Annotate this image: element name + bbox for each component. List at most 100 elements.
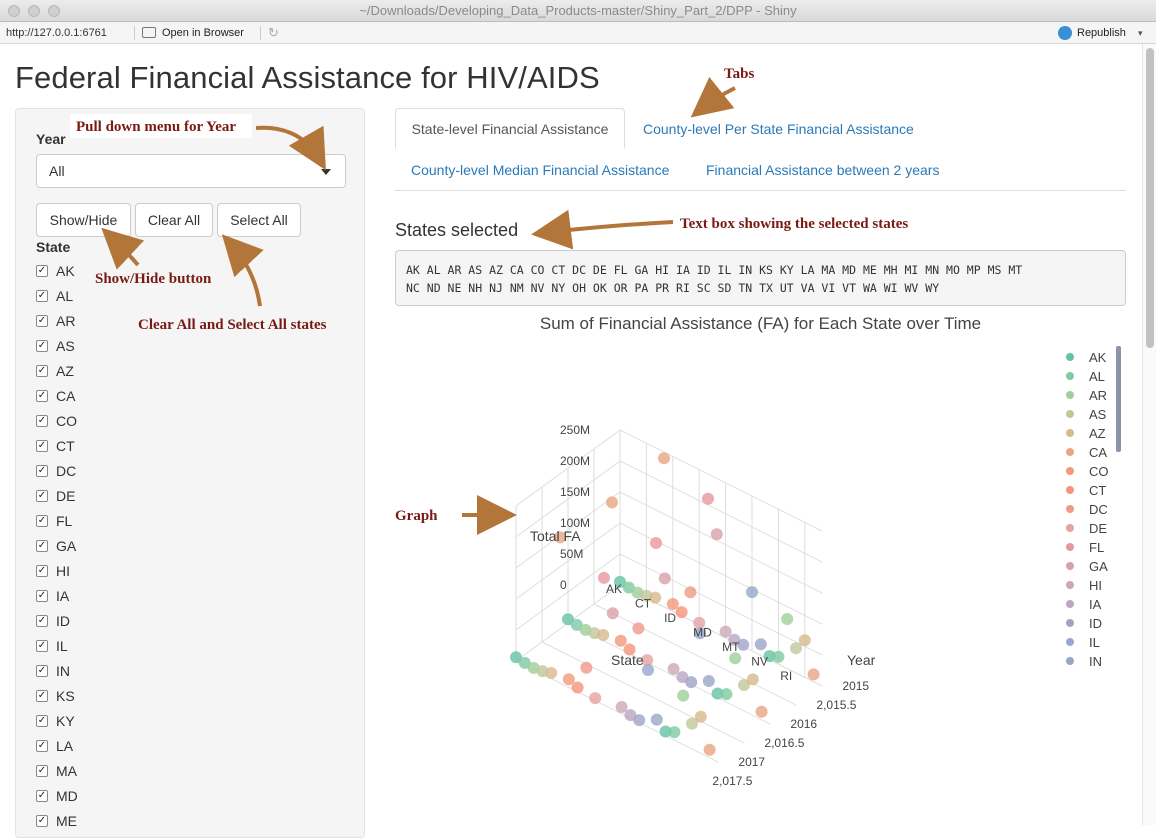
checkbox-checked-icon[interactable]: ✓ bbox=[36, 465, 48, 477]
data-point[interactable] bbox=[684, 586, 697, 599]
data-point[interactable] bbox=[606, 607, 619, 620]
legend-marker[interactable] bbox=[1066, 657, 1074, 665]
data-point[interactable] bbox=[624, 709, 637, 722]
legend-label[interactable]: ID bbox=[1089, 616, 1102, 631]
checkbox-checked-icon[interactable]: ✓ bbox=[36, 565, 48, 577]
legend-marker[interactable] bbox=[1066, 353, 1074, 361]
data-point[interactable] bbox=[807, 668, 820, 681]
data-point[interactable] bbox=[686, 717, 698, 730]
data-point[interactable] bbox=[518, 656, 531, 669]
data-point[interactable] bbox=[737, 638, 750, 651]
checkbox-checked-icon[interactable]: ✓ bbox=[36, 690, 48, 702]
legend-marker[interactable] bbox=[1066, 467, 1074, 475]
legend-label[interactable]: IL bbox=[1089, 635, 1100, 650]
data-point[interactable] bbox=[658, 572, 671, 585]
legend-label[interactable]: AL bbox=[1089, 369, 1105, 384]
data-point[interactable] bbox=[562, 613, 574, 626]
legend-marker[interactable] bbox=[1066, 562, 1074, 570]
data-point[interactable] bbox=[746, 586, 758, 599]
refresh-icon[interactable]: ↻ bbox=[268, 25, 279, 40]
data-point[interactable] bbox=[650, 713, 663, 726]
legend-marker[interactable] bbox=[1066, 638, 1074, 646]
tab-county-level-median[interactable]: County-level Median Financial Assistance bbox=[411, 162, 670, 178]
data-point[interactable] bbox=[710, 528, 723, 541]
close-window-icon[interactable] bbox=[8, 5, 20, 17]
legend-label[interactable]: HI bbox=[1089, 578, 1102, 593]
data-point[interactable] bbox=[738, 679, 750, 691]
data-point[interactable] bbox=[781, 613, 794, 625]
data-point[interactable] bbox=[659, 725, 672, 738]
data-point[interactable] bbox=[597, 629, 610, 641]
data-point[interactable] bbox=[614, 575, 626, 588]
data-point[interactable] bbox=[694, 627, 706, 640]
data-point[interactable] bbox=[719, 625, 732, 638]
data-point[interactable] bbox=[677, 689, 690, 702]
data-point[interactable] bbox=[702, 492, 714, 505]
legend-marker[interactable] bbox=[1066, 600, 1074, 608]
legend-marker[interactable] bbox=[1066, 486, 1074, 494]
data-point[interactable] bbox=[666, 598, 679, 610]
legend-marker[interactable] bbox=[1066, 543, 1074, 551]
legend-label[interactable]: DC bbox=[1089, 502, 1108, 517]
data-point[interactable] bbox=[562, 673, 575, 686]
tab-county-level-per-state[interactable]: County-level Per State Financial Assista… bbox=[643, 121, 914, 137]
data-point[interactable] bbox=[772, 650, 785, 663]
checkbox-checked-icon[interactable]: ✓ bbox=[36, 715, 48, 727]
data-point[interactable] bbox=[622, 581, 635, 594]
data-point[interactable] bbox=[728, 633, 741, 646]
legend-label[interactable]: AK bbox=[1089, 350, 1107, 365]
data-point[interactable] bbox=[702, 675, 715, 687]
data-point[interactable] bbox=[676, 671, 689, 684]
republish-dropdown-icon[interactable]: ▾ bbox=[1138, 28, 1143, 38]
data-point[interactable] bbox=[641, 654, 654, 667]
data-point[interactable] bbox=[510, 651, 522, 664]
checkbox-checked-icon[interactable]: ✓ bbox=[36, 665, 48, 677]
tab-state-level[interactable]: State-level Financial Assistance bbox=[395, 108, 625, 149]
legend-label[interactable]: CO bbox=[1089, 464, 1109, 479]
data-point[interactable] bbox=[729, 652, 742, 665]
data-point[interactable] bbox=[755, 705, 768, 718]
data-point[interactable] bbox=[790, 642, 802, 655]
checkbox-checked-icon[interactable]: ✓ bbox=[36, 615, 48, 627]
checkbox-checked-icon[interactable]: ✓ bbox=[36, 440, 48, 452]
legend-marker[interactable] bbox=[1066, 505, 1074, 513]
data-point[interactable] bbox=[633, 714, 646, 727]
data-point[interactable] bbox=[668, 726, 681, 739]
data-point[interactable] bbox=[649, 591, 662, 604]
data-point[interactable] bbox=[570, 618, 583, 631]
data-point[interactable] bbox=[580, 661, 593, 674]
legend-marker[interactable] bbox=[1066, 429, 1074, 437]
data-point[interactable] bbox=[754, 638, 767, 651]
republish-icon[interactable] bbox=[1058, 26, 1072, 40]
legend-label[interactable]: CT bbox=[1089, 483, 1106, 498]
legend-label[interactable]: AR bbox=[1089, 388, 1107, 403]
data-point[interactable] bbox=[667, 663, 680, 675]
checkbox-checked-icon[interactable]: ✓ bbox=[36, 640, 48, 652]
legend-marker[interactable] bbox=[1066, 581, 1074, 589]
data-point[interactable] bbox=[763, 650, 776, 663]
data-point[interactable] bbox=[606, 496, 618, 509]
data-point[interactable] bbox=[658, 452, 670, 465]
select-all-button[interactable]: Select All bbox=[217, 203, 301, 237]
legend-label[interactable]: CA bbox=[1089, 445, 1107, 460]
data-point[interactable] bbox=[571, 681, 584, 694]
checkbox-checked-icon[interactable]: ✓ bbox=[36, 765, 48, 777]
data-point[interactable] bbox=[703, 743, 716, 756]
legend-marker[interactable] bbox=[1066, 391, 1074, 399]
page-scrollbar[interactable] bbox=[1142, 44, 1156, 825]
data-point[interactable] bbox=[675, 606, 688, 619]
checkbox-checked-icon[interactable]: ✓ bbox=[36, 265, 48, 277]
checkbox-checked-icon[interactable]: ✓ bbox=[36, 365, 48, 377]
data-point[interactable] bbox=[711, 687, 724, 700]
data-point[interactable] bbox=[642, 664, 654, 676]
chart-legend[interactable]: AK AL AR AS AZ CA CO CT DC DE FL GA HI IA ID IL IN bbox=[1066, 350, 1109, 669]
data-point[interactable] bbox=[632, 622, 645, 635]
tab-between-2-years[interactable]: Financial Assistance between 2 years bbox=[706, 162, 940, 178]
year-select[interactable]: All bbox=[36, 154, 346, 188]
checkbox-checked-icon[interactable]: ✓ bbox=[36, 390, 48, 402]
checkbox-checked-icon[interactable]: ✓ bbox=[36, 415, 48, 427]
checkbox-checked-icon[interactable]: ✓ bbox=[36, 490, 48, 502]
checkbox-checked-icon[interactable]: ✓ bbox=[36, 515, 48, 527]
legend-label[interactable]: FL bbox=[1089, 540, 1104, 555]
checkbox-checked-icon[interactable]: ✓ bbox=[36, 590, 48, 602]
